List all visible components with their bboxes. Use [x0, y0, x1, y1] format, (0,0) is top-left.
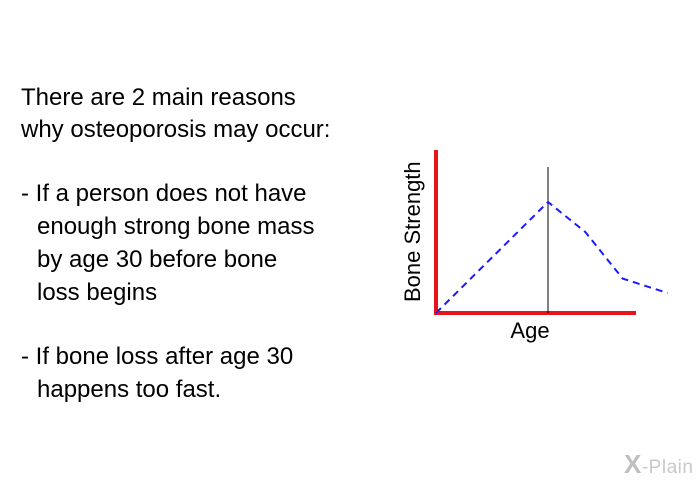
bullet-1-line-3: by age 30 before bone	[37, 246, 278, 273]
intro-line-2: why osteoporosis may occur:	[21, 116, 331, 143]
xplain-logo-mark: X	[624, 449, 642, 479]
y-axis-label: Bone Strength	[400, 161, 425, 302]
bullet-1: - If a person does not have enough stron…	[21, 177, 315, 309]
xplain-logo-text: -Plain	[641, 457, 694, 478]
bullet-2-line-2: happens too fast.	[37, 376, 222, 403]
bullet-1-line-2: enough strong bone mass	[37, 213, 315, 240]
bullet-1-line-4: loss begins	[37, 279, 158, 306]
x-axis-label: Age	[510, 318, 549, 343]
bone-strength-series-line	[435, 200, 668, 314]
bullet-1-line-1: - If a person does not have	[21, 180, 307, 207]
bullet-2: - If bone loss after age 30 happens too …	[21, 340, 293, 406]
xplain-logo: X-Plain	[624, 449, 693, 480]
bullet-2-line-1: - If bone loss after age 30	[21, 343, 294, 370]
intro-text: There are 2 main reasons why osteoporosi…	[21, 82, 330, 146]
intro-line-1: There are 2 main reasons	[21, 84, 296, 111]
